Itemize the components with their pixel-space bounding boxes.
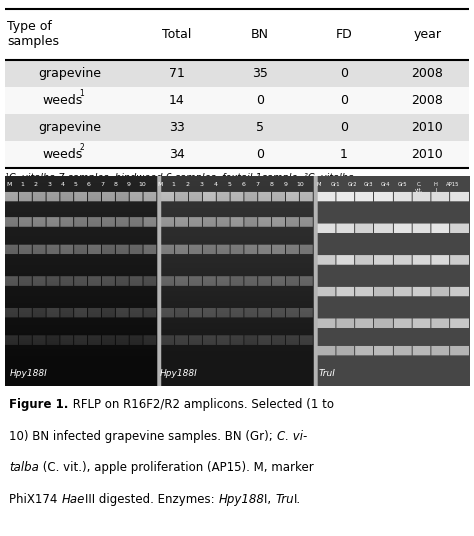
Text: 2008: 2008 (411, 94, 443, 107)
Text: M: M (317, 182, 321, 188)
Text: 0: 0 (340, 121, 348, 134)
Text: 34: 34 (169, 148, 184, 161)
Text: Gr3: Gr3 (364, 182, 374, 188)
Text: 5: 5 (73, 182, 77, 188)
Text: 6: 6 (242, 182, 246, 188)
Text: 1: 1 (79, 88, 84, 98)
Bar (5, 9, 469, 60)
Text: 10: 10 (138, 182, 146, 188)
Text: 0: 0 (340, 67, 348, 80)
Text: III digested. Enzymes:: III digested. Enzymes: (85, 493, 218, 506)
Text: weeds: weeds (43, 94, 83, 107)
Text: (C. vit.), apple proliferation (AP15). M, marker: (C. vit.), apple proliferation (AP15). M… (39, 461, 314, 474)
Text: 2: 2 (186, 182, 190, 188)
Text: C. vi-: C. vi- (277, 429, 307, 443)
Text: grapevine: grapevine (38, 67, 101, 80)
Text: Type of
samples: Type of samples (7, 20, 59, 48)
Text: 2008: 2008 (411, 67, 443, 80)
Text: TruI: TruI (319, 369, 336, 378)
Text: 35: 35 (252, 67, 268, 80)
Text: 7: 7 (256, 182, 260, 188)
Text: 8: 8 (270, 182, 274, 188)
Text: 14: 14 (169, 94, 184, 107)
Text: 1: 1 (340, 148, 348, 161)
Text: talba: talba (9, 461, 39, 474)
Text: 2: 2 (34, 182, 38, 188)
Text: 0: 0 (256, 94, 264, 107)
Text: PhiX174: PhiX174 (9, 493, 62, 506)
Text: 5: 5 (256, 121, 264, 134)
Text: 71: 71 (169, 67, 184, 80)
Text: Gr5: Gr5 (398, 182, 407, 188)
Text: Hae: Hae (62, 493, 85, 506)
Text: Gr4: Gr4 (381, 182, 391, 188)
Bar (5, 114, 469, 141)
Text: M: M (7, 182, 12, 188)
Text: year: year (413, 28, 441, 41)
Text: 4: 4 (60, 182, 64, 188)
Text: 5: 5 (228, 182, 232, 188)
Text: 33: 33 (169, 121, 184, 134)
Text: 10: 10 (296, 182, 304, 188)
Bar (5, 141, 469, 168)
Text: weeds: weeds (43, 148, 83, 161)
Text: ¹C. vitalba 7 samples; bindweed 6 samples, foxtail 1sample; ²C. vitalba: ¹C. vitalba 7 samples; bindweed 6 sample… (5, 173, 354, 183)
Text: Tru: Tru (275, 493, 293, 506)
Text: I.: I. (293, 493, 301, 506)
Text: 3: 3 (47, 182, 51, 188)
Text: 9: 9 (284, 182, 288, 188)
Text: 8: 8 (113, 182, 117, 188)
Bar (5, 60, 469, 87)
Text: grapevine: grapevine (38, 121, 101, 134)
Text: 4: 4 (214, 182, 218, 188)
Text: Figure 1.: Figure 1. (9, 398, 69, 411)
Text: 3: 3 (200, 182, 204, 188)
Text: FD: FD (336, 28, 352, 41)
Text: 10) BN infected grapevine samples. BN (Gr);: 10) BN infected grapevine samples. BN (G… (9, 429, 277, 443)
Text: 9: 9 (127, 182, 130, 188)
Text: M: M (157, 182, 162, 188)
Text: 0: 0 (340, 94, 348, 107)
Text: Hpy188: Hpy188 (218, 493, 264, 506)
Text: Gr1: Gr1 (331, 182, 340, 188)
Text: 1: 1 (172, 182, 175, 188)
Text: Total: Total (162, 28, 191, 41)
Text: 7: 7 (100, 182, 104, 188)
Text: Hpy188I: Hpy188I (160, 369, 197, 378)
Text: 0: 0 (256, 148, 264, 161)
Text: 6: 6 (87, 182, 91, 188)
Text: RFLP on R16F2/R2 amplicons. Selected (1 to: RFLP on R16F2/R2 amplicons. Selected (1 … (69, 398, 334, 411)
Bar (5, 87, 469, 114)
Text: 2010: 2010 (411, 121, 443, 134)
Text: Gr2: Gr2 (347, 182, 357, 188)
Text: 2010: 2010 (411, 148, 443, 161)
Text: H
I: H I (434, 182, 438, 193)
Text: C.
vit.: C. vit. (415, 182, 423, 193)
Text: I,: I, (264, 493, 275, 506)
Text: Hpy188I: Hpy188I (9, 369, 47, 378)
Text: 1: 1 (21, 182, 25, 188)
Text: AP15: AP15 (446, 182, 459, 188)
Text: 9 samples; bindweed 10 samples, vitex 1sample; dogwood 4 samples.: 9 samples; bindweed 10 samples, vitex 1s… (5, 193, 351, 204)
Text: BN: BN (251, 28, 269, 41)
Text: 2: 2 (79, 143, 84, 152)
